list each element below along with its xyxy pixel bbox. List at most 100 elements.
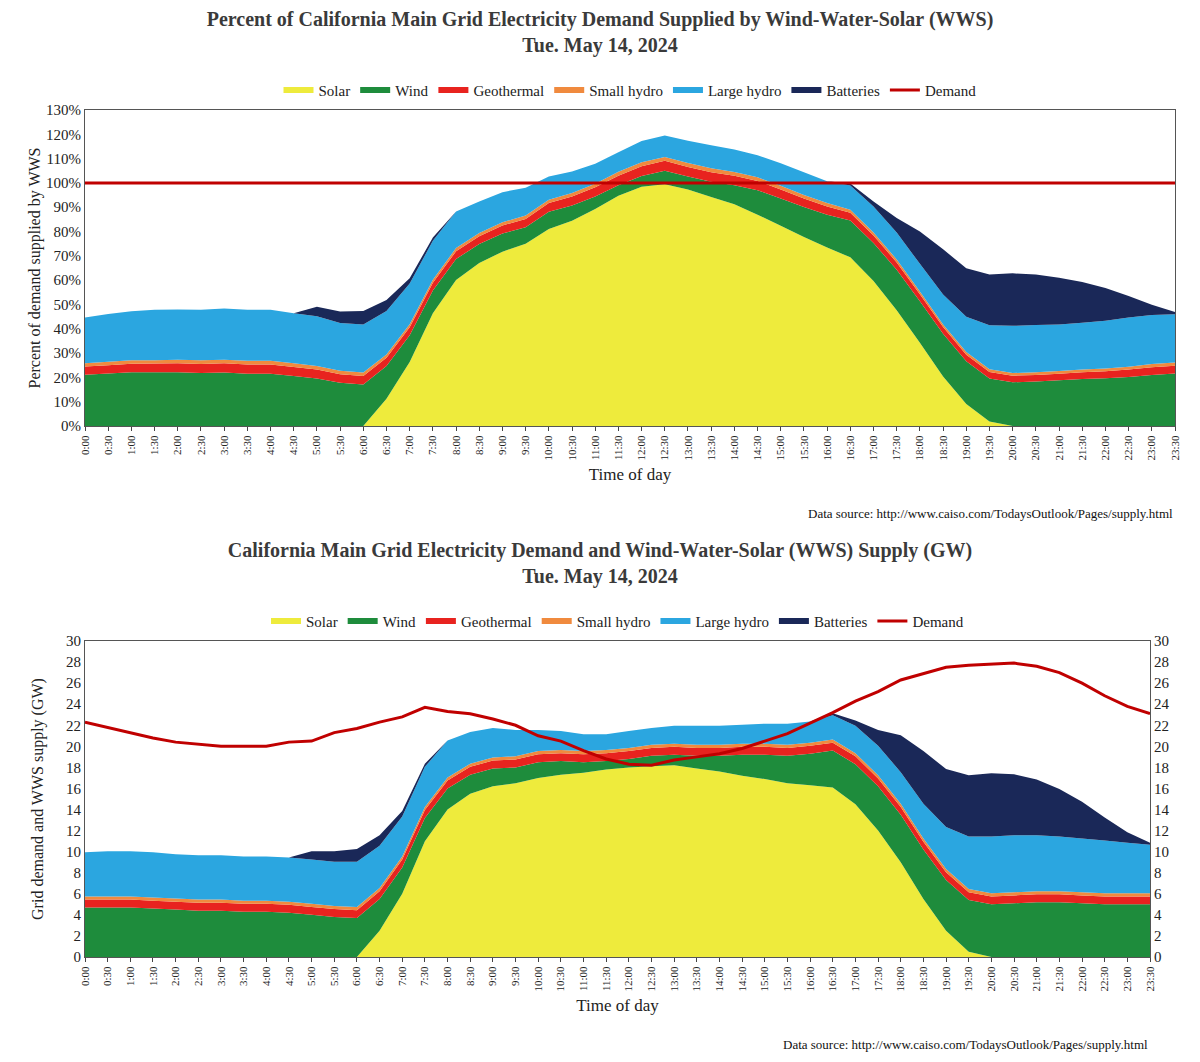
- svg-text:18: 18: [66, 760, 81, 776]
- svg-text:Batteries: Batteries: [814, 614, 867, 630]
- svg-text:11:30: 11:30: [600, 966, 612, 991]
- svg-text:Time of day: Time of day: [589, 465, 672, 484]
- svg-text:30: 30: [1154, 633, 1169, 649]
- svg-text:12:00: 12:00: [622, 966, 634, 992]
- svg-text:50%: 50%: [54, 297, 82, 313]
- svg-text:Solar: Solar: [306, 614, 338, 630]
- svg-text:Demand: Demand: [925, 83, 976, 99]
- svg-text:20: 20: [1154, 739, 1169, 755]
- svg-text:13:30: 13:30: [690, 966, 702, 992]
- svg-text:15:00: 15:00: [758, 966, 770, 992]
- svg-text:16:30: 16:30: [844, 435, 856, 461]
- svg-text:5:30: 5:30: [334, 435, 346, 455]
- svg-text:6:30: 6:30: [380, 435, 392, 455]
- svg-text:Demand: Demand: [912, 614, 963, 630]
- svg-text:17:30: 17:30: [872, 966, 884, 992]
- svg-text:16: 16: [66, 781, 82, 797]
- svg-text:4:00: 4:00: [260, 966, 272, 986]
- svg-text:Wind: Wind: [383, 614, 416, 630]
- svg-text:18:00: 18:00: [913, 435, 925, 461]
- svg-text:10%: 10%: [54, 394, 82, 410]
- svg-text:9:30: 9:30: [519, 435, 531, 455]
- svg-text:9:00: 9:00: [496, 435, 508, 455]
- svg-text:0: 0: [1154, 949, 1162, 965]
- svg-text:Large hydro: Large hydro: [695, 614, 768, 630]
- svg-text:10:00: 10:00: [532, 966, 544, 992]
- svg-text:90%: 90%: [54, 199, 82, 215]
- svg-text:0:30: 0:30: [101, 966, 113, 986]
- svg-text:2:00: 2:00: [169, 966, 181, 986]
- svg-text:2: 2: [74, 928, 82, 944]
- svg-text:1:30: 1:30: [147, 966, 159, 986]
- svg-text:14:00: 14:00: [713, 966, 725, 992]
- svg-text:2: 2: [1154, 928, 1162, 944]
- svg-text:6: 6: [1154, 886, 1162, 902]
- svg-text:17:30: 17:30: [890, 435, 902, 461]
- svg-text:20:00: 20:00: [985, 966, 997, 992]
- svg-text:14:30: 14:30: [751, 435, 763, 461]
- svg-text:0:00: 0:00: [79, 966, 91, 986]
- svg-text:24: 24: [1154, 696, 1170, 712]
- svg-text:7:30: 7:30: [418, 966, 430, 986]
- svg-text:23:30: 23:30: [1169, 435, 1181, 461]
- svg-text:14:00: 14:00: [728, 435, 740, 461]
- svg-text:14: 14: [1154, 802, 1170, 818]
- svg-text:10:00: 10:00: [542, 435, 554, 461]
- svg-text:20:30: 20:30: [1008, 966, 1020, 992]
- svg-text:0%: 0%: [61, 418, 81, 434]
- svg-text:130%: 130%: [46, 102, 81, 118]
- svg-text:12:30: 12:30: [645, 966, 657, 992]
- svg-text:8:30: 8:30: [464, 966, 476, 986]
- svg-text:7:30: 7:30: [426, 435, 438, 455]
- svg-text:Data source: http://www.caiso.: Data source: http://www.caiso.com/Todays…: [808, 506, 1173, 521]
- svg-text:12: 12: [1154, 823, 1169, 839]
- svg-text:80%: 80%: [54, 224, 82, 240]
- svg-text:Percent of demand supplied by: Percent of demand supplied by WWS: [26, 148, 44, 389]
- svg-text:Percent of California Main Gri: Percent of California Main Grid Electric…: [207, 8, 994, 57]
- svg-text:17:00: 17:00: [849, 966, 861, 992]
- svg-text:1:00: 1:00: [125, 435, 137, 455]
- svg-text:100%: 100%: [46, 175, 81, 191]
- svg-text:21:30: 21:30: [1076, 435, 1088, 461]
- svg-text:4:00: 4:00: [264, 435, 276, 455]
- svg-text:13:00: 13:00: [668, 966, 680, 992]
- svg-text:6: 6: [74, 886, 82, 902]
- svg-text:10: 10: [1154, 844, 1169, 860]
- svg-text:22:00: 22:00: [1099, 435, 1111, 461]
- svg-text:Wind: Wind: [395, 83, 428, 99]
- svg-text:Small hydro: Small hydro: [577, 614, 651, 630]
- svg-text:60%: 60%: [54, 272, 82, 288]
- svg-text:3:00: 3:00: [215, 966, 227, 986]
- svg-text:6:00: 6:00: [350, 966, 362, 986]
- svg-text:22:30: 22:30: [1122, 435, 1134, 461]
- svg-text:10: 10: [66, 844, 81, 860]
- svg-text:Geothermal: Geothermal: [473, 83, 544, 99]
- svg-text:Geothermal: Geothermal: [461, 614, 532, 630]
- svg-text:8:00: 8:00: [441, 966, 453, 986]
- svg-text:4: 4: [1154, 907, 1162, 923]
- svg-text:2:00: 2:00: [171, 435, 183, 455]
- svg-text:Batteries: Batteries: [826, 83, 879, 99]
- svg-text:12:00: 12:00: [635, 435, 647, 461]
- svg-text:20:30: 20:30: [1029, 435, 1041, 461]
- svg-text:0:00: 0:00: [79, 435, 91, 455]
- svg-text:22:00: 22:00: [1076, 966, 1088, 992]
- svg-text:19:00: 19:00: [960, 435, 972, 461]
- svg-text:23:30: 23:30: [1144, 966, 1156, 992]
- svg-text:16:30: 16:30: [826, 966, 838, 992]
- svg-text:6:00: 6:00: [357, 435, 369, 455]
- svg-text:Large hydro: Large hydro: [708, 83, 781, 99]
- svg-text:15:30: 15:30: [798, 435, 810, 461]
- svg-text:22:30: 22:30: [1098, 966, 1110, 992]
- svg-text:9:00: 9:00: [486, 966, 498, 986]
- svg-text:18:00: 18:00: [894, 966, 906, 992]
- svg-text:20%: 20%: [54, 370, 82, 386]
- svg-text:19:30: 19:30: [962, 966, 974, 992]
- svg-text:21:00: 21:00: [1053, 435, 1065, 461]
- svg-text:28: 28: [66, 654, 81, 670]
- svg-text:18:30: 18:30: [917, 966, 929, 992]
- svg-text:20: 20: [66, 739, 81, 755]
- svg-text:3:30: 3:30: [241, 435, 253, 455]
- svg-text:11:00: 11:00: [577, 966, 589, 991]
- svg-text:16: 16: [1154, 781, 1170, 797]
